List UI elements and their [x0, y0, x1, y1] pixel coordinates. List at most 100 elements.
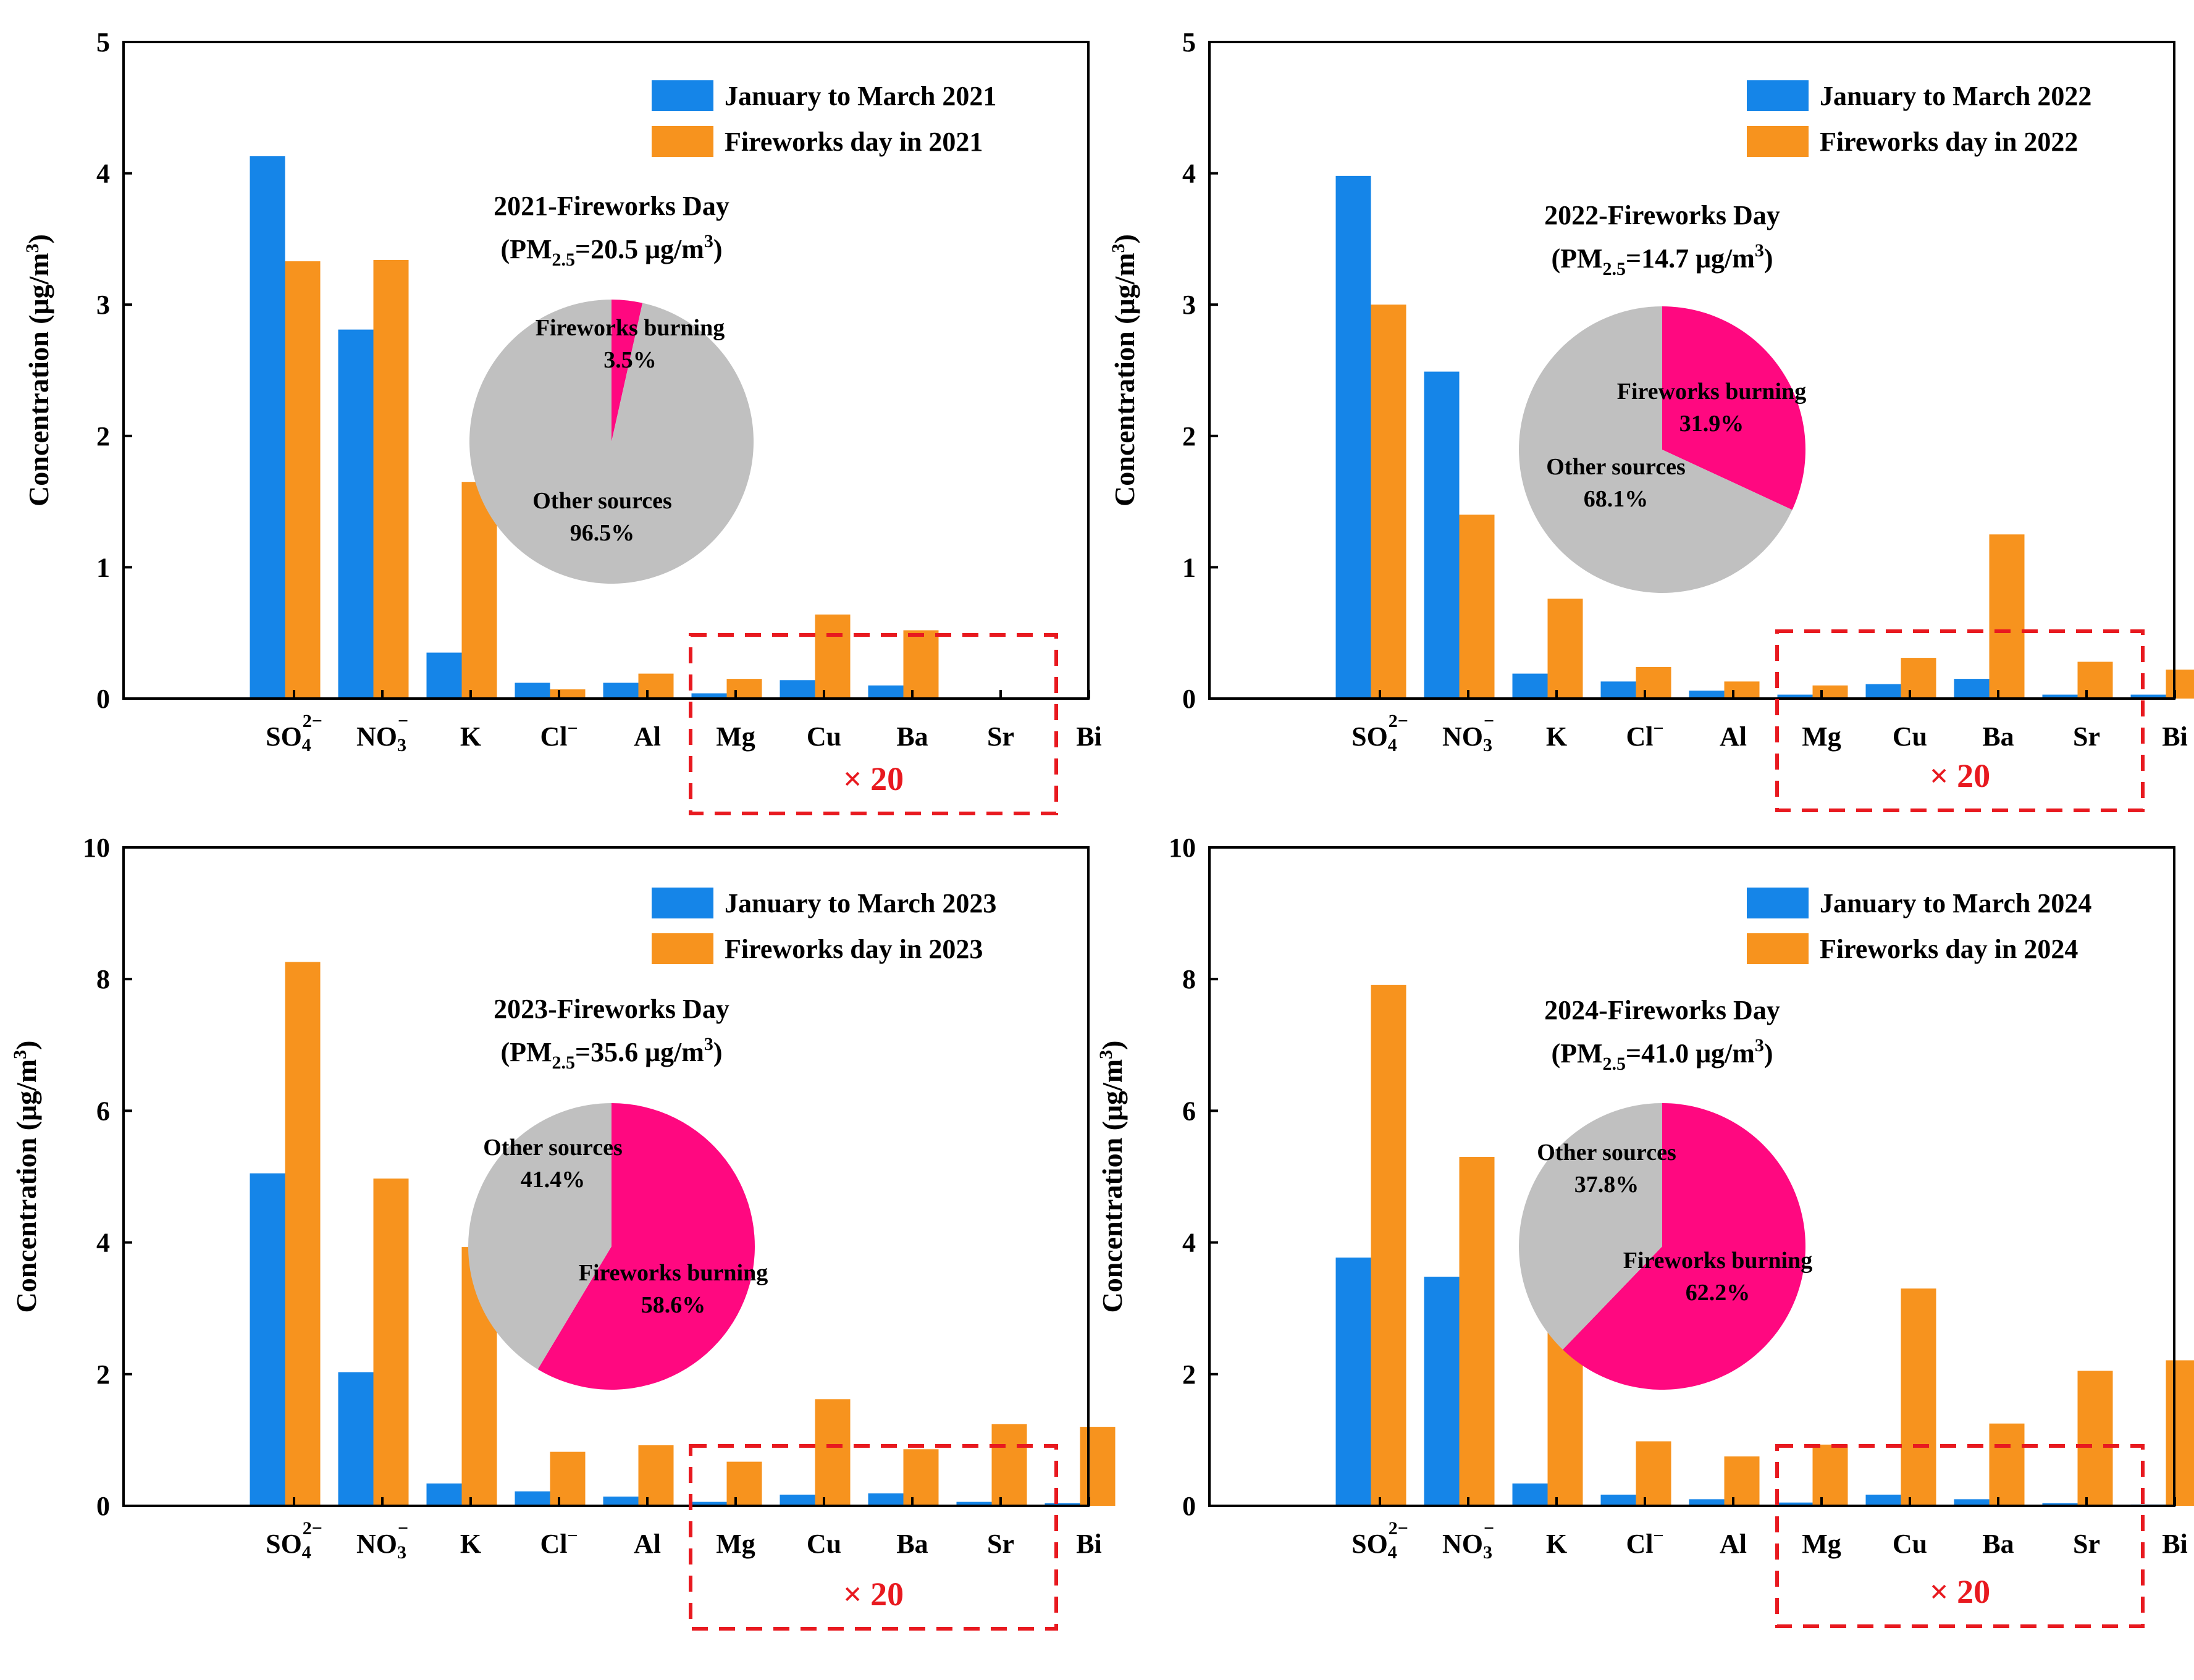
y-tick-label: 0: [96, 1491, 110, 1521]
bar-baseline-cl: [1600, 1494, 1636, 1506]
bar-fireworks-no3: [1459, 1157, 1495, 1506]
y-tick-label: 4: [1182, 1228, 1196, 1258]
bar-baseline-cl: [515, 1491, 550, 1506]
bar-fireworks-so4: [1371, 985, 1406, 1506]
bar-fireworks-cl: [1636, 1441, 1671, 1506]
bar-fireworks-sr: [2077, 662, 2113, 699]
x-tick-label: Cl−: [540, 718, 578, 752]
bar-baseline-bi: [2130, 694, 2166, 699]
y-tick-label: 10: [1169, 833, 1196, 863]
pie-label-fireworks: Fireworks burning: [536, 315, 725, 341]
legend-label: Fireworks day in 2024: [1820, 934, 2078, 964]
bar-fireworks-cu: [815, 1399, 851, 1506]
bar-baseline-al: [1689, 691, 1725, 699]
bar-baseline-al: [1689, 1499, 1725, 1506]
x-tick-label: Cl−: [540, 1526, 578, 1559]
x-tick-label: SO42−: [266, 1518, 322, 1563]
bar-baseline-so4: [250, 156, 285, 699]
y-tick-label: 1: [1182, 552, 1196, 582]
y-tick-label: 6: [1182, 1096, 1196, 1126]
bar-fireworks-cu: [1901, 1288, 1936, 1506]
pie-slice-other: [1519, 306, 1793, 593]
y-tick-label: 3: [96, 290, 110, 320]
y-tick-label: 0: [1182, 1491, 1196, 1521]
bar-baseline-cu: [1865, 684, 1901, 699]
pie-label-other-pct: 41.4%: [521, 1167, 586, 1193]
x-tick-label: K: [1546, 1529, 1567, 1559]
plot-frame: [1208, 41, 2175, 700]
bar-fireworks-bi: [2166, 670, 2194, 699]
bar-baseline-ba: [1954, 679, 1990, 699]
bar-baseline-mg: [1777, 694, 1813, 699]
bar-baseline-cl: [1600, 681, 1636, 699]
y-tick-label: 10: [83, 833, 110, 863]
bar-fireworks-mg: [726, 679, 762, 699]
pie-label-other: Other sources: [1537, 1140, 1676, 1166]
bar-fireworks-cl: [550, 1451, 586, 1506]
bar-baseline-so4: [250, 1173, 285, 1506]
bar-fireworks-al: [638, 673, 674, 699]
legend-swatch: [652, 933, 713, 964]
bar-baseline-bi: [1044, 1503, 1080, 1506]
bar-baseline-k: [426, 1483, 462, 1506]
chart-panel-4: 0 2 4 6 8 10 SO42− NO3− K Cl− Al Mg Cu Ba Sr Bi Concentr…: [1096, 833, 2194, 1628]
x-tick-label: Cu: [807, 1529, 841, 1559]
bar-baseline-k: [1512, 673, 1548, 699]
plot-frame: [122, 41, 1090, 700]
x-tick-label: Ba: [896, 721, 928, 752]
x-tick-label: Sr: [2073, 721, 2100, 752]
bar-fireworks-al: [1724, 1456, 1760, 1506]
y-tick-label: 5: [1182, 27, 1196, 57]
legend-label: January to March 2024: [1820, 888, 2091, 918]
x-tick-label: Ba: [1982, 1529, 2014, 1559]
bar-fireworks-no3: [1459, 514, 1495, 699]
scale-factor-label: × 20: [843, 760, 904, 797]
x-tick-label: Al: [1720, 721, 1747, 752]
pie-label-other-pct: 96.5%: [570, 520, 635, 546]
pie-label-other: Other sources: [483, 1135, 623, 1161]
plot-frame: [122, 846, 1090, 1507]
pie-title: 2024-Fireworks Day: [1544, 995, 1780, 1025]
bar-fireworks-k: [1547, 598, 1583, 699]
legend-label: January to March 2023: [725, 888, 996, 918]
x-tick-label: Mg: [1802, 1529, 1841, 1559]
pie-label-other: Other sources: [1546, 454, 1686, 480]
pie-label-other: Other sources: [532, 488, 672, 514]
bar-baseline-ba: [1954, 1499, 1990, 1506]
bar-baseline-mg: [1777, 1502, 1813, 1506]
x-tick-label: Cu: [1893, 721, 1927, 752]
pie-label-fireworks: Fireworks burning: [579, 1260, 768, 1286]
bar-fireworks-bi: [1080, 1427, 1116, 1506]
bar-baseline-no3: [1424, 371, 1460, 699]
bar-baseline-so4: [1335, 1258, 1371, 1506]
y-tick-label: 5: [96, 27, 110, 57]
pie-slice-fireworks: [1662, 306, 1805, 510]
legend-label: January to March 2022: [1820, 81, 2091, 111]
bar-fireworks-so4: [1371, 304, 1406, 699]
bar-fireworks-so4: [285, 261, 321, 699]
x-tick-label: Bi: [2162, 1529, 2188, 1559]
x-tick-label: Cu: [807, 721, 841, 752]
bar-baseline-mg: [691, 693, 727, 699]
x-tick-label: Bi: [1076, 721, 1102, 752]
x-tick-label: Mg: [716, 721, 755, 752]
y-tick-label: 4: [1182, 159, 1196, 189]
x-tick-label: Sr: [987, 721, 1014, 752]
x-tick-label: Bi: [2162, 721, 2188, 752]
bar-baseline-sr: [2042, 1503, 2078, 1506]
legend-swatch: [1747, 126, 1809, 157]
scale-factor-label: × 20: [1930, 757, 1990, 794]
pie-label-fireworks-pct: 31.9%: [1679, 411, 1744, 437]
bar-baseline-sr: [956, 1502, 992, 1506]
x-tick-label: NO3−: [356, 1518, 408, 1563]
bar-fireworks-no3: [373, 1178, 409, 1506]
x-tick-label: SO42−: [266, 711, 322, 755]
bar-baseline-ba: [868, 1493, 904, 1506]
x-tick-label: Ba: [896, 1529, 928, 1559]
bar-fireworks-no3: [373, 259, 409, 699]
x-tick-label: Bi: [1076, 1529, 1102, 1559]
pie-slice-fireworks: [1563, 1102, 1806, 1390]
y-tick-label: 0: [96, 684, 110, 714]
scale-factor-label: × 20: [843, 1576, 904, 1613]
